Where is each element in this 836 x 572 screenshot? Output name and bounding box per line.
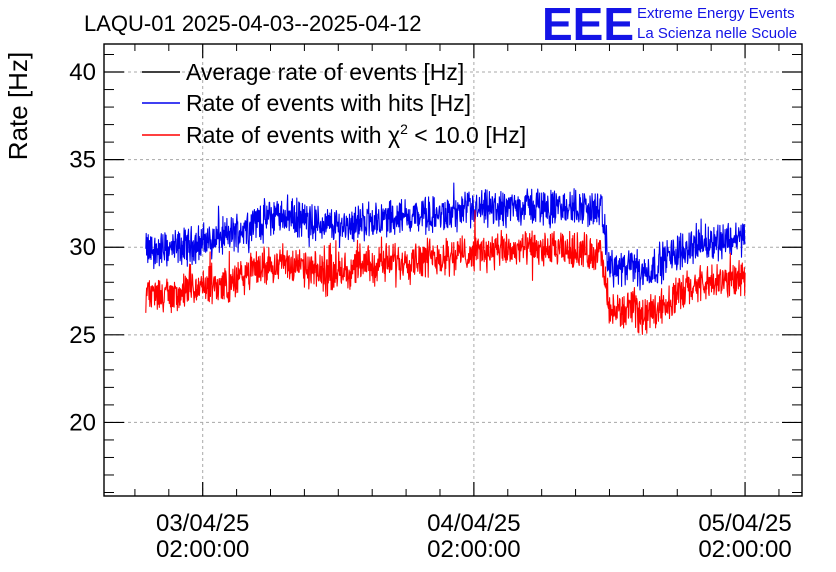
logo-letters: EEE (542, 0, 634, 50)
chart-title: LAQU-01 2025-04-03--2025-04-12 (84, 11, 422, 36)
logo-line-2: La Scienza nelle Scuole (637, 25, 797, 42)
y-tick-label: 35 (69, 147, 96, 174)
x-tick-date: 04/04/25 (427, 510, 520, 537)
y-tick-label: 25 (69, 322, 96, 349)
y-axis-label: Rate [Hz] (3, 52, 33, 160)
series-layer (145, 182, 746, 335)
x-tick-time: 02:00:00 (427, 536, 520, 563)
series-line-1 (145, 182, 746, 291)
grid-lines (104, 44, 802, 496)
legend-label-chi2: Rate of events with χ2 < 10.0 [Hz] (186, 121, 526, 148)
x-tick-time: 02:00:00 (698, 536, 791, 563)
y-tick-label: 40 (69, 59, 96, 86)
y-tick-label: 20 (69, 409, 96, 436)
legend: Average rate of events [Hz] Rate of even… (142, 59, 526, 148)
x-tick-date: 05/04/25 (698, 510, 791, 537)
x-tick-date: 03/04/25 (156, 510, 249, 537)
legend-label-hits: Rate of events with hits [Hz] (186, 90, 471, 116)
series-line-2 (145, 210, 746, 335)
y-tick-labels: 20 25 30 35 40 (69, 59, 96, 436)
x-tick-time: 02:00:00 (156, 536, 249, 563)
x-tick-labels: 03/04/2502:00:0004/04/2502:00:0005/04/25… (156, 510, 792, 563)
eee-logo: EEE Extreme Energy Events La Scienza nel… (542, 0, 797, 50)
plot-frame (103, 43, 803, 497)
logo-line-1: Extreme Energy Events (637, 5, 795, 22)
legend-label-average: Average rate of events [Hz] (186, 59, 464, 85)
y-tick-label: 30 (69, 234, 96, 261)
axis-ticks (104, 44, 802, 496)
